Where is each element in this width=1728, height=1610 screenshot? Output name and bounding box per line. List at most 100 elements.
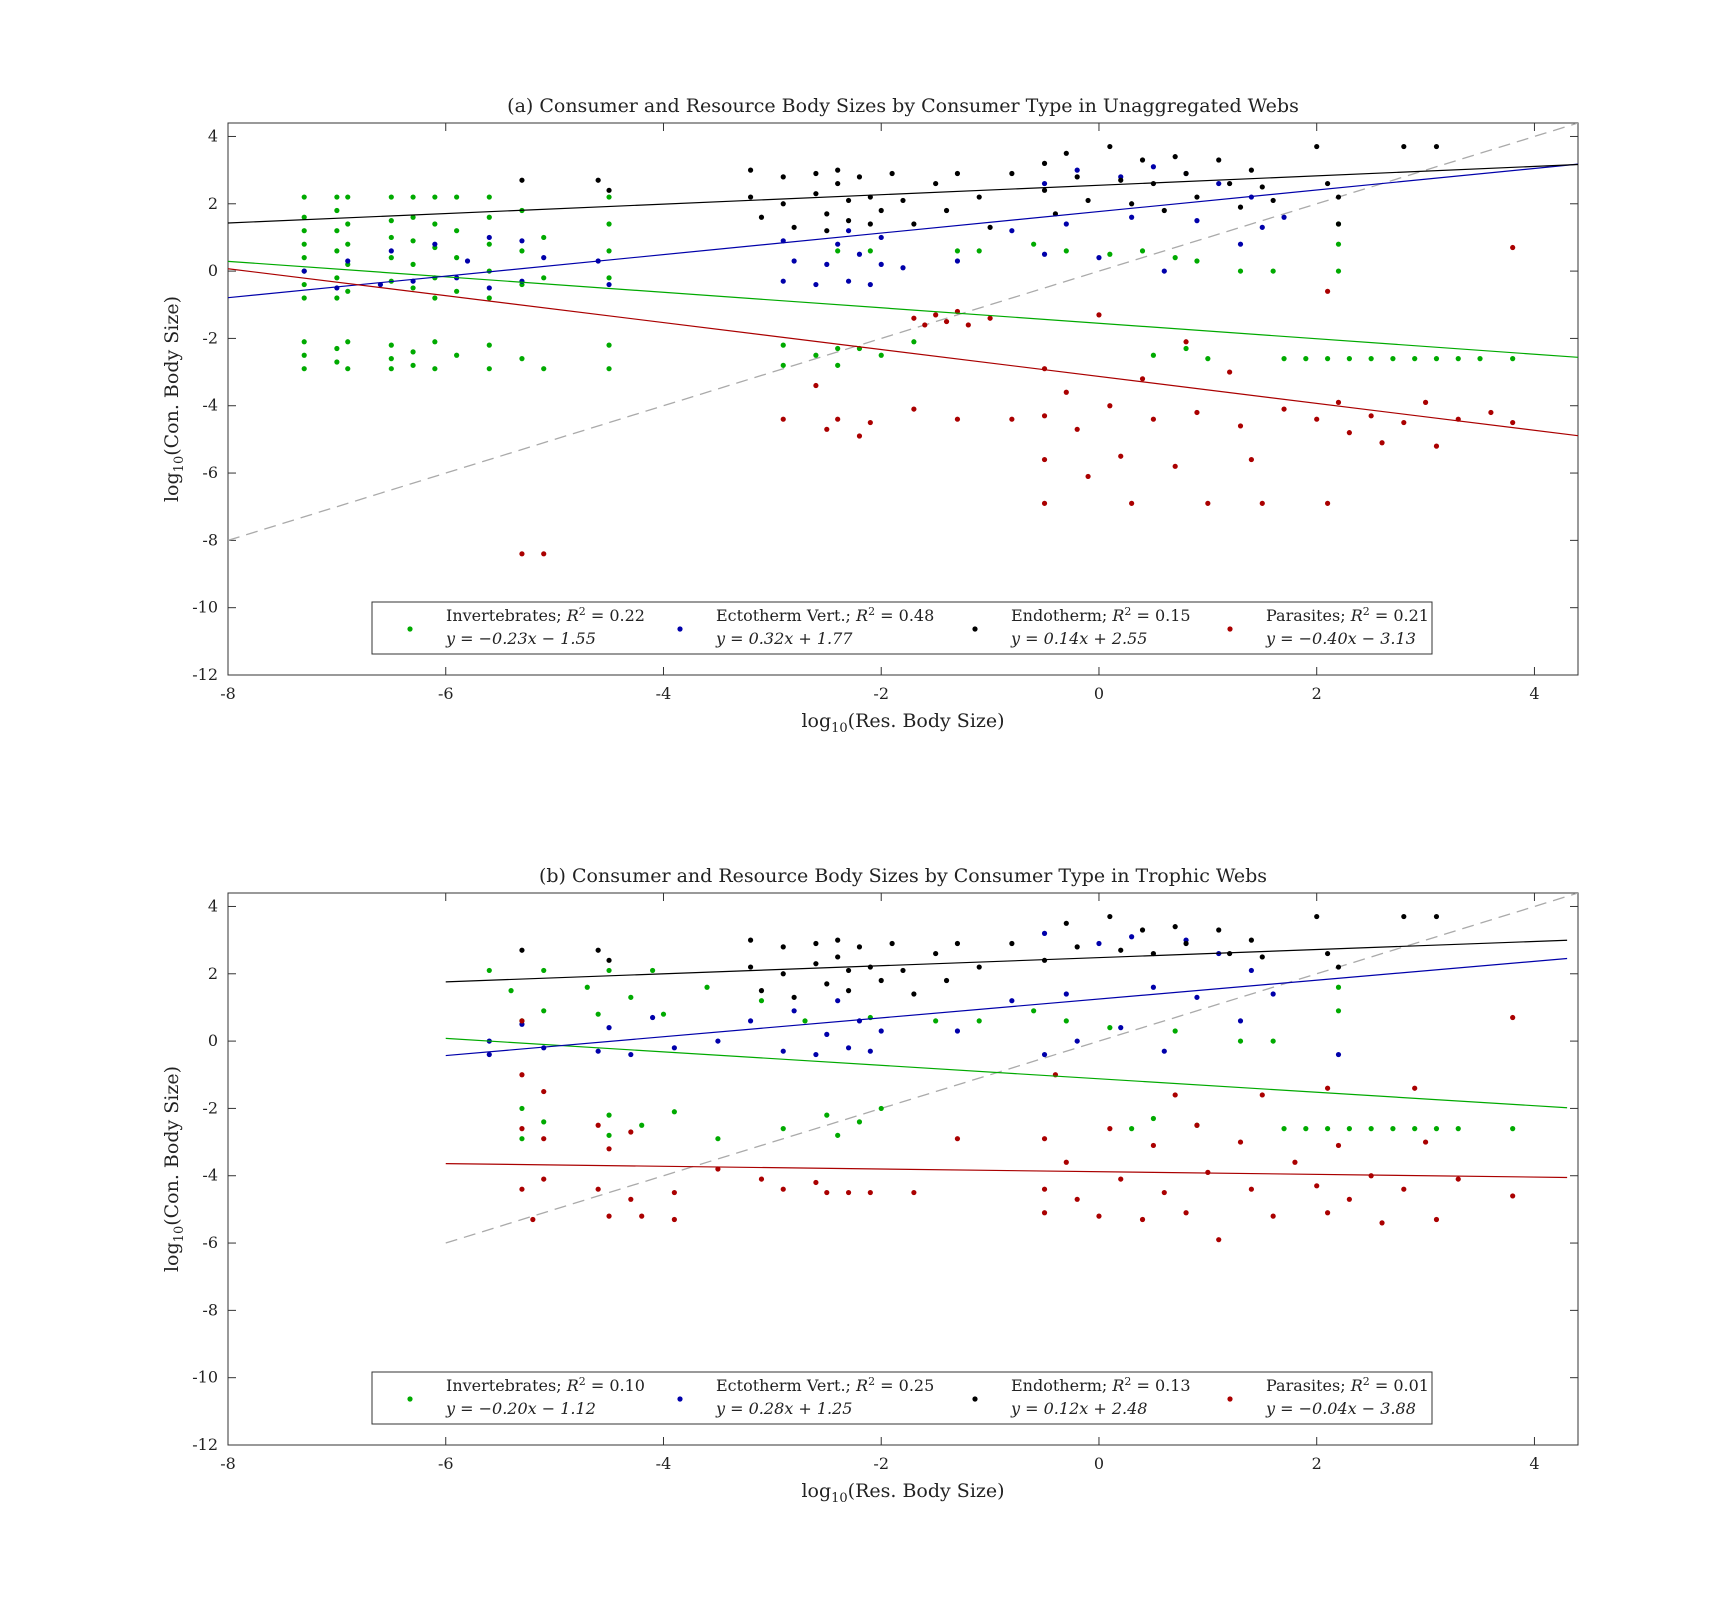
data-point <box>1270 991 1276 997</box>
data-point <box>410 362 416 368</box>
data-point <box>1379 440 1385 446</box>
data-point <box>1248 167 1254 173</box>
data-point <box>541 1008 547 1014</box>
data-point <box>747 937 754 943</box>
legend-entry-label: Endotherm; R2 = 0.15 <box>1011 605 1191 625</box>
data-point <box>747 194 754 200</box>
data-point <box>1063 248 1069 254</box>
data-point <box>1270 1038 1276 1044</box>
data-point <box>954 248 961 254</box>
data-point <box>1063 920 1069 926</box>
data-point <box>1129 1126 1135 1132</box>
data-point <box>671 1216 677 1223</box>
legend-r2-value: = 0.21 <box>1370 606 1429 625</box>
data-point <box>486 1051 492 1058</box>
data-point <box>1150 352 1157 358</box>
x-tick-label: -2 <box>873 1454 889 1473</box>
data-point <box>595 1186 601 1192</box>
data-point <box>976 1018 982 1024</box>
legend-r2-symbol: R <box>1350 606 1363 625</box>
data-point <box>1172 255 1178 261</box>
data-point <box>1150 950 1157 957</box>
data-point <box>410 238 416 244</box>
data-point <box>780 362 786 368</box>
legend-r2-exp: 2 <box>1124 1375 1131 1388</box>
data-point <box>791 224 797 230</box>
data-point <box>1237 1139 1244 1145</box>
data-point <box>856 1119 863 1125</box>
data-point <box>541 255 547 261</box>
y-tick-label: 0 <box>208 1031 218 1050</box>
data-point <box>345 339 351 345</box>
y-axis-label-rest: (Con. Body Size) <box>161 1066 183 1226</box>
data-point <box>867 221 873 227</box>
data-point <box>606 1213 612 1219</box>
data-point <box>878 207 884 214</box>
data-point <box>1346 356 1352 362</box>
legend-marker <box>972 1396 978 1402</box>
data-point <box>824 261 830 267</box>
data-point <box>1172 1028 1178 1034</box>
y-axis-label-sub: 10 <box>172 1226 187 1243</box>
data-point <box>1335 241 1342 247</box>
data-point <box>1510 1014 1516 1021</box>
data-point <box>541 1136 547 1142</box>
fit-line <box>228 163 1578 224</box>
data-point <box>1183 1210 1189 1216</box>
legend-entry-label: Invertebrates; R2 = 0.10 <box>446 1375 645 1395</box>
data-point <box>1237 268 1244 274</box>
data-point <box>747 964 754 970</box>
y-tick-label: -8 <box>202 530 218 549</box>
data-point <box>1433 143 1440 150</box>
x-tick-label: 4 <box>1529 1454 1539 1473</box>
data-point <box>1281 356 1287 362</box>
data-point <box>345 194 351 200</box>
data-point <box>519 238 525 244</box>
data-point <box>1259 954 1265 960</box>
data-point <box>660 1011 667 1017</box>
legend-r2-value: = 0.48 <box>875 606 934 625</box>
data-point <box>388 342 394 348</box>
data-point <box>1303 356 1309 362</box>
data-point <box>1346 430 1352 436</box>
data-point <box>1335 1051 1342 1058</box>
data-point <box>889 940 895 947</box>
data-point <box>1335 194 1342 200</box>
data-point <box>835 937 841 943</box>
data-point <box>954 416 961 422</box>
legend-entry-label: Invertebrates; R2 = 0.22 <box>446 605 645 625</box>
fit-line <box>445 957 1568 1057</box>
data-point <box>758 214 765 220</box>
data-point <box>1248 1186 1254 1192</box>
data-point <box>1183 345 1189 352</box>
data-point <box>454 255 460 261</box>
data-point <box>1259 1092 1265 1098</box>
y-axis-label-sub: 10 <box>172 456 187 473</box>
data-point <box>780 1186 786 1192</box>
y-tick-label: 4 <box>208 896 218 915</box>
data-point <box>1041 500 1048 506</box>
data-point <box>1150 1115 1157 1122</box>
legend-r2-exp: 2 <box>579 605 586 618</box>
data-point <box>454 194 460 200</box>
legend: Invertebrates; R2 = 0.10y = −0.20x − 1.1… <box>371 1371 1433 1425</box>
data-point <box>1063 1159 1069 1165</box>
data-point <box>1248 967 1254 974</box>
data-point <box>1009 940 1015 947</box>
data-point <box>541 366 547 372</box>
data-point <box>541 551 547 557</box>
data-point <box>1324 1085 1331 1091</box>
data-point <box>1063 221 1069 227</box>
data-point <box>780 971 786 977</box>
data-point <box>1237 204 1244 210</box>
data-point <box>835 998 841 1004</box>
data-point <box>1129 214 1135 220</box>
plot-area <box>445 893 1578 1244</box>
data-point <box>1107 1025 1113 1031</box>
data-point <box>954 170 961 177</box>
legend-r2-exp: 2 <box>1124 605 1131 618</box>
data-point <box>1412 1085 1418 1091</box>
data-point <box>1259 224 1265 230</box>
data-point <box>922 322 928 328</box>
data-point <box>1041 1136 1048 1142</box>
